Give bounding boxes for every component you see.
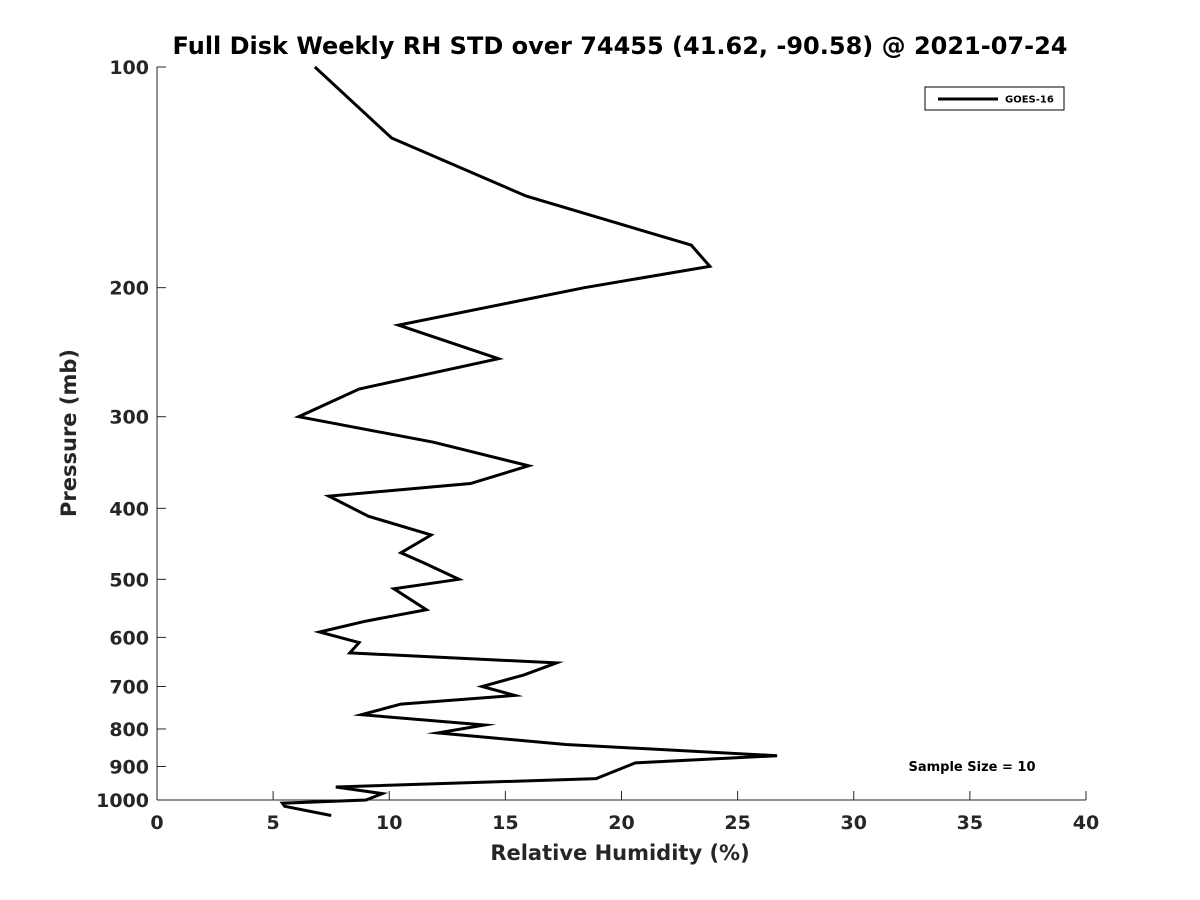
x-tick-label: 40 <box>1073 812 1099 834</box>
sample-size-annotation: Sample Size = 10 <box>908 760 1035 775</box>
x-ticks: 0 5 10 15 20 25 30 35 40 <box>150 791 1099 834</box>
x-tick-label: 15 <box>492 812 518 834</box>
x-tick-label: 30 <box>841 812 867 834</box>
y-axis-label: Pressure (mb) <box>57 349 81 517</box>
y-tick-label: 600 <box>109 627 149 649</box>
y-tick-label: 1000 <box>96 790 149 812</box>
legend-label-goes-16: GOES-16 <box>1005 95 1054 106</box>
y-tick-label: 400 <box>109 498 149 520</box>
x-axis-label: Relative Humidity (%) <box>490 841 749 865</box>
y-tick-label: 500 <box>109 569 149 591</box>
y-tick-label: 700 <box>109 676 149 698</box>
y-tick-label: 900 <box>109 756 149 778</box>
y-tick-label: 800 <box>109 719 149 741</box>
series-layer <box>279 65 778 817</box>
y-tick-label: 100 <box>109 57 149 79</box>
x-tick-label: 0 <box>150 812 163 834</box>
x-tick-label: 35 <box>957 812 983 834</box>
x-tick-label: 20 <box>608 812 634 834</box>
x-tick-label: 10 <box>376 812 402 834</box>
x-tick-label: 25 <box>724 812 750 834</box>
series-line-goes-16 <box>279 65 778 817</box>
y-tick-label: 300 <box>109 407 149 429</box>
y-tick-label: 200 <box>109 278 149 300</box>
x-tick-label: 5 <box>267 812 280 834</box>
chart-title: Full Disk Weekly RH STD over 74455 (41.6… <box>173 32 1068 60</box>
legend: GOES-16 <box>924 86 1065 111</box>
y-ticks: 100 200 300 400 500 600 700 800 900 1000 <box>96 57 166 812</box>
